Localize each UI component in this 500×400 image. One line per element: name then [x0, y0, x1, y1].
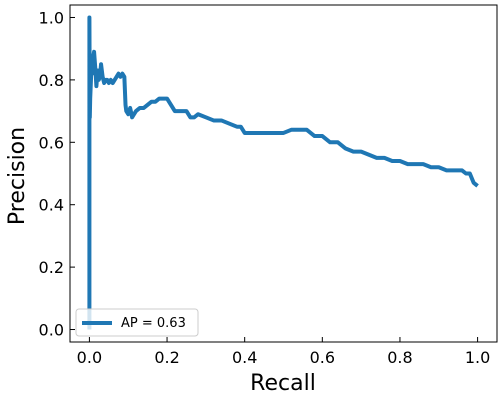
legend: AP = 0.63 [75, 308, 199, 337]
y-tick-label: 0.2 [39, 258, 64, 277]
legend-box [75, 308, 199, 337]
y-axis-title: Precision [5, 127, 30, 225]
plot-frame [69, 4, 498, 343]
series-layer [87, 15, 479, 330]
x-tick-label: 1.0 [465, 348, 490, 367]
y-axis-ticks: 0.0 0.2 0.4 0.6 0.8 1.0 [39, 8, 75, 340]
x-tick-label: 0.4 [232, 348, 257, 367]
x-tick-label: 0.2 [154, 348, 179, 367]
legend-label: AP = 0.63 [121, 316, 186, 331]
x-tick-label: 0.0 [77, 348, 102, 367]
y-tick-label: 0.6 [39, 133, 64, 152]
pr-curve-line [87, 15, 479, 330]
x-axis-title: Recall [250, 371, 316, 396]
plot-background [70, 5, 497, 342]
x-tick-label: 0.6 [310, 348, 335, 367]
y-tick-label: 0.0 [39, 321, 64, 340]
y-tick-label: 0.4 [39, 196, 64, 215]
x-tick-label: 0.8 [387, 348, 412, 367]
x-axis-ticks: 0.0 0.2 0.4 0.6 0.8 1.0 [77, 337, 490, 367]
y-tick-label: 0.8 [39, 71, 64, 90]
y-tick-label: 1.0 [39, 8, 64, 27]
